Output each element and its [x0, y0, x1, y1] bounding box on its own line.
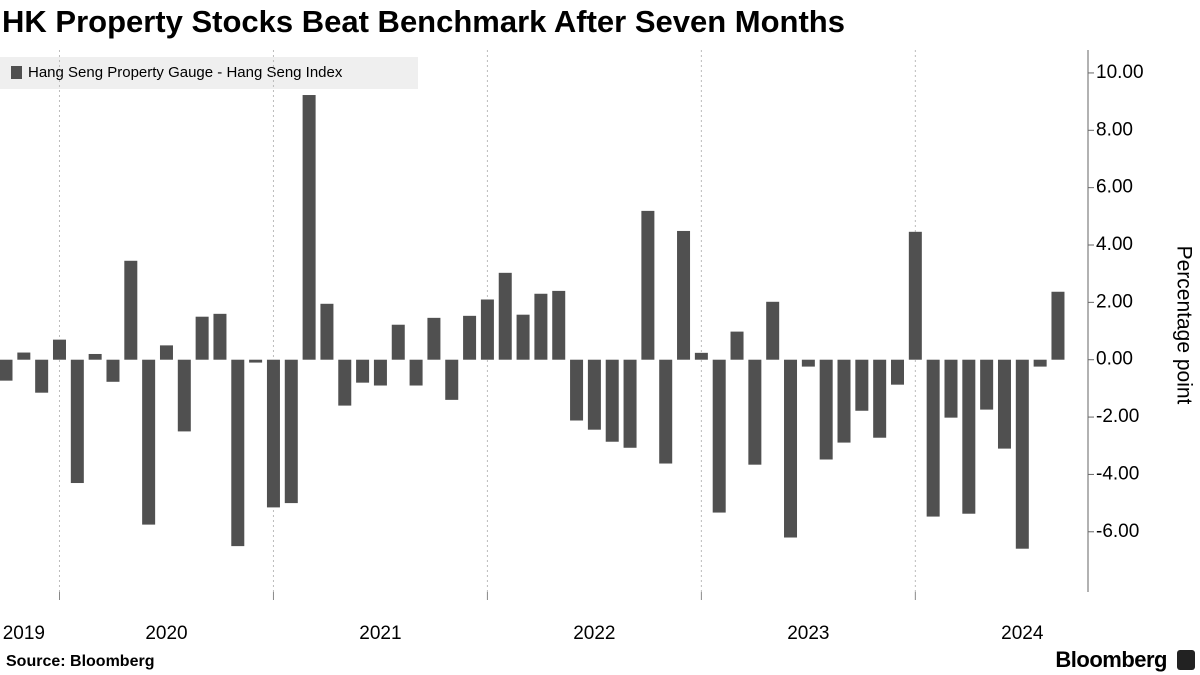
bar — [373, 359, 387, 386]
y-tick-label: -2.00 — [1096, 406, 1139, 427]
y-tick-label: 2.00 — [1096, 291, 1133, 312]
x-tick-label: 2021 — [359, 623, 401, 644]
bar — [356, 359, 370, 383]
bar — [70, 359, 84, 484]
brand: Bloomberg — [1055, 647, 1167, 672]
bar — [338, 359, 352, 406]
x-tick-label: 2024 — [1001, 623, 1044, 644]
bar — [195, 316, 209, 360]
bar — [980, 359, 994, 410]
bar — [320, 303, 334, 360]
bar — [142, 359, 156, 525]
x-tick-label: 2020 — [145, 623, 187, 644]
bar — [302, 95, 316, 360]
chart-title: HK Property Stocks Beat Benchmark After … — [2, 4, 845, 39]
bar — [249, 359, 263, 363]
y-axis-title: Percentage point — [1172, 246, 1195, 405]
bar — [926, 359, 940, 517]
bar — [801, 359, 815, 367]
bar — [659, 359, 673, 464]
bar — [766, 301, 780, 360]
bar — [1015, 359, 1029, 549]
bar — [88, 353, 102, 360]
bar — [944, 359, 958, 418]
bar — [124, 260, 138, 360]
bar — [748, 359, 762, 465]
bar — [1051, 291, 1065, 360]
bar — [623, 359, 637, 448]
x-tick-label: 2023 — [787, 623, 829, 644]
bar — [427, 317, 441, 360]
y-tick-label: 10.00 — [1096, 62, 1144, 83]
bar — [213, 313, 227, 360]
y-tick-label: 0.00 — [1096, 349, 1133, 370]
y-tick-label: -4.00 — [1096, 463, 1139, 484]
legend-swatch — [11, 66, 22, 79]
x-tick-label: 2022 — [573, 623, 615, 644]
bar — [231, 359, 245, 547]
bar — [784, 359, 798, 538]
bar — [159, 345, 173, 360]
legend-box — [0, 57, 418, 89]
bar — [997, 359, 1011, 449]
bar — [35, 359, 49, 393]
bar — [284, 359, 298, 504]
bar — [498, 272, 512, 360]
bar — [677, 230, 691, 360]
bar — [106, 359, 120, 382]
bar — [552, 290, 566, 360]
bar — [391, 324, 405, 360]
bar — [605, 359, 619, 442]
bar — [962, 359, 976, 514]
y-tick-label: 4.00 — [1096, 234, 1133, 255]
source: Source: Bloomberg — [6, 653, 154, 670]
bar — [730, 331, 744, 360]
y-tick-label: -6.00 — [1096, 521, 1139, 542]
y-tick-label: 8.00 — [1096, 119, 1133, 140]
bar — [855, 359, 869, 411]
bar — [17, 352, 31, 360]
x-tick-label: 2019 — [3, 623, 45, 644]
bar — [873, 359, 887, 438]
bar — [534, 293, 548, 360]
y-tick-label: 6.00 — [1096, 177, 1133, 198]
bar — [0, 359, 13, 381]
bar — [712, 359, 726, 513]
bar — [694, 352, 708, 360]
bar — [409, 359, 423, 386]
bar — [52, 339, 66, 360]
bar — [641, 210, 655, 360]
bar — [908, 231, 922, 360]
bar — [266, 359, 280, 508]
bar — [587, 359, 601, 430]
bar — [570, 359, 584, 421]
bar — [1033, 359, 1047, 367]
bar — [516, 314, 530, 360]
bar — [445, 359, 459, 400]
bar — [177, 359, 191, 432]
bar — [463, 315, 477, 360]
bar — [891, 359, 904, 385]
legend-label: Hang Seng Property Gauge - Hang Seng Ind… — [28, 64, 343, 81]
brand-icon — [1177, 650, 1195, 670]
bar — [819, 359, 833, 460]
bar — [837, 359, 851, 443]
bar — [480, 299, 494, 360]
